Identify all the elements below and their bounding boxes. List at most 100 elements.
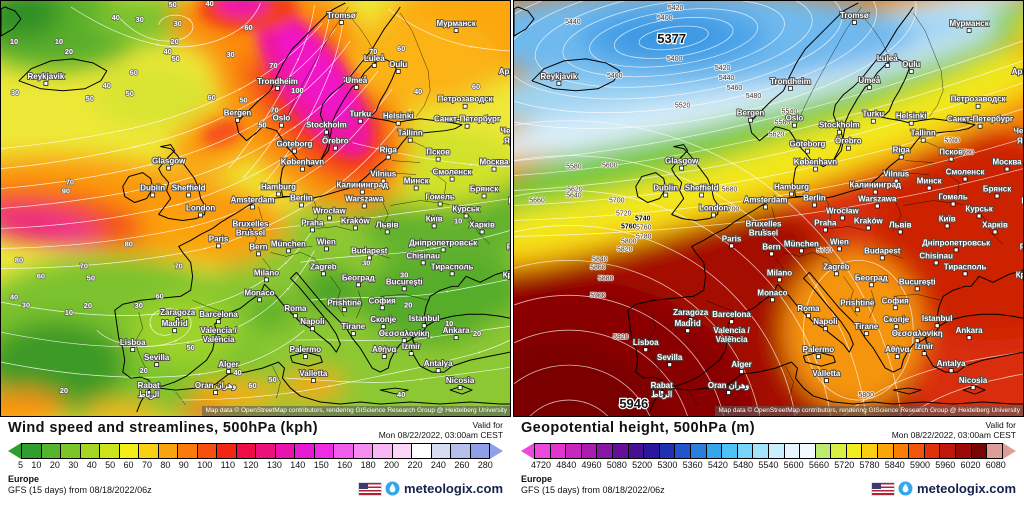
city-marker: [43, 80, 49, 86]
city-label: Череповец: [1013, 127, 1023, 136]
scale-tick: 6020: [960, 460, 981, 470]
wind-map[interactable]: 10 10 20 30 40 30 50 40 30 20 40 50 60 40 50 50 60 30 60 70…: [0, 0, 511, 417]
city-marker: [256, 251, 261, 257]
meteologix-brand[interactable]: meteologix.com: [872, 481, 1016, 496]
city-label: Palermo: [803, 345, 835, 354]
region-label: Europe: [8, 474, 40, 484]
city-marker: [310, 227, 315, 233]
height-contour-label: 5660: [529, 198, 545, 205]
city-marker: [729, 243, 734, 249]
city-marker: [805, 148, 810, 154]
meteologix-brand[interactable]: meteologix.com: [359, 481, 503, 496]
wind-speed-label: 30: [362, 258, 370, 267]
city-label: Zagreb: [310, 262, 337, 271]
scale-tick: 5300: [657, 460, 678, 470]
city-label: Москва: [993, 158, 1023, 167]
city-marker: [321, 271, 326, 277]
city-marker: [884, 63, 890, 68]
city-label: Lisboa: [633, 338, 659, 347]
city-label: Stockholm: [819, 121, 860, 130]
scale-tick: 90: [178, 460, 189, 470]
city-marker: [729, 335, 734, 341]
model-run-label: GFS (15 days) from 08/18/2022/06z: [521, 485, 665, 495]
city-marker: [851, 20, 857, 25]
city-label: Мурманск: [437, 19, 476, 28]
city-marker: [350, 331, 356, 337]
city-marker: [914, 286, 920, 292]
city-marker: [976, 213, 982, 219]
scale-arrow-left-icon: [521, 443, 534, 459]
city-label: Istanbul: [922, 314, 953, 323]
city-label: Львів: [376, 220, 399, 229]
wind-speed-label: 60: [37, 271, 45, 280]
scale-segment: [255, 444, 275, 458]
city-marker: [893, 178, 899, 184]
wind-field-blobs: [1, 1, 510, 416]
city-label: Tallinn: [911, 129, 936, 138]
scale-segment: [196, 444, 216, 458]
city-label: Barcelona: [199, 310, 238, 319]
city-label: Dublin: [140, 184, 165, 193]
meteologix-logo-icon: [385, 481, 400, 496]
city-label: Воронеж: [1021, 197, 1023, 206]
city-marker: [216, 335, 221, 341]
city-label: Praha: [301, 218, 324, 227]
height-contour-label: 5420: [715, 65, 731, 72]
scale-segment: [391, 444, 411, 458]
city-label: Псков: [426, 148, 450, 157]
scale-segment: [923, 444, 940, 458]
city-label: Гомель: [939, 193, 968, 202]
scale-segment: [767, 444, 784, 458]
city-label: Budapest: [351, 246, 388, 255]
city-label: Amsterdam: [744, 196, 788, 205]
wind-speed-label: 60: [207, 93, 215, 102]
scale-tick: 5900: [909, 460, 931, 470]
city-label: Monaco: [244, 288, 274, 297]
city-label: Helsinki: [383, 112, 414, 121]
height-contour-label: 5840: [592, 256, 608, 263]
scale-segment: [643, 444, 659, 458]
city-marker: [338, 20, 344, 25]
scale-arrow-right-icon: [1003, 443, 1016, 459]
city-label: Madrid: [675, 319, 701, 328]
map-attribution: Map data © OpenStreetMap contributors, r…: [715, 406, 1023, 416]
wind-speed-label: 10: [454, 216, 462, 225]
city-marker: [435, 368, 441, 373]
wind-speed-label: 20: [404, 300, 412, 309]
geopotential-map[interactable]: 5440 5420 5400 5400 5420 5440 5460 5480 5460 5520…: [513, 0, 1024, 417]
scale-tick: 5: [18, 460, 24, 470]
city-marker: [275, 85, 280, 91]
city-label: Харків: [469, 220, 495, 229]
city-label: Nicosia: [959, 376, 988, 385]
city-marker: [172, 328, 178, 334]
map-attribution: Map data © OpenStreetMap contributors, r…: [202, 406, 510, 416]
city-label: Sheffield: [172, 184, 206, 193]
wind-speed-label: 30: [22, 300, 30, 309]
city-label: Sevilla: [657, 353, 683, 362]
city-label: Воронеж: [508, 197, 510, 206]
city-label: Nicosia: [446, 376, 475, 385]
height-contour-label: 5760: [636, 224, 652, 231]
scale-tick: 5840: [884, 460, 905, 470]
city-label: Тирасполь: [944, 262, 987, 271]
city-label: Göteborg: [789, 140, 825, 149]
scale-tick: 100: [197, 460, 213, 470]
city-marker: [311, 378, 316, 383]
city-label: Архангельск: [1012, 67, 1023, 76]
city-label: München: [784, 239, 819, 248]
coastlines: [1, 2, 510, 413]
city-marker: [435, 156, 441, 162]
scale-tick: 140: [290, 460, 306, 470]
city-marker: [837, 129, 842, 135]
city-marker: [962, 176, 968, 182]
scale-segment: [596, 444, 612, 458]
city-marker: [763, 204, 768, 210]
city-marker: [799, 248, 804, 254]
city-label: Ярославль: [504, 137, 510, 146]
wind-speed-label: 80: [125, 239, 133, 248]
height-contour-label: 5700: [724, 206, 740, 213]
valid-time-block: Valid for Mon 08/22/2022, 03:00am CEST: [892, 420, 1016, 440]
wind-speed-label: 20: [65, 47, 73, 56]
